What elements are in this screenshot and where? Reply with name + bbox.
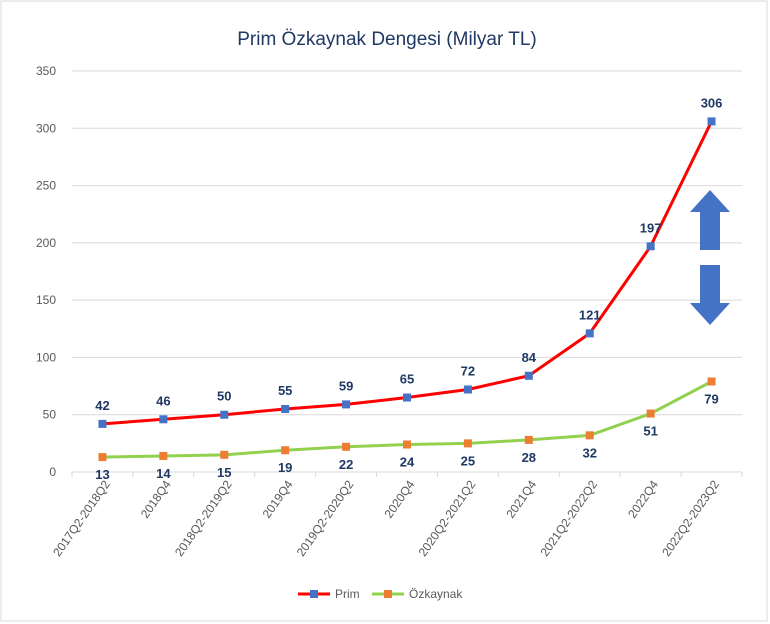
- data-point-prim: [159, 415, 168, 424]
- data-point-ozkaynak: [707, 377, 716, 386]
- legend-ozkaynak-marker: [384, 590, 392, 598]
- data-label-ozkaynak: 79: [704, 391, 718, 406]
- data-label-prim: 84: [522, 350, 537, 365]
- y-tick-label: 250: [36, 179, 56, 193]
- data-point-ozkaynak: [220, 450, 229, 459]
- data-label-ozkaynak: 24: [400, 455, 415, 470]
- legend-ozkaynak-label: Özkaynak: [409, 587, 463, 601]
- data-label-prim: 50: [217, 389, 231, 404]
- y-tick-label: 50: [43, 408, 57, 422]
- data-point-ozkaynak: [342, 442, 351, 451]
- data-point-prim: [342, 400, 351, 409]
- data-label-ozkaynak: 15: [217, 465, 231, 480]
- data-label-prim: 197: [640, 220, 662, 235]
- data-label-ozkaynak: 28: [522, 450, 536, 465]
- data-point-prim: [281, 404, 290, 413]
- data-point-ozkaynak: [403, 440, 411, 449]
- data-point-prim: [98, 419, 107, 428]
- data-point-ozkaynak: [281, 446, 290, 455]
- data-label-prim: 72: [461, 364, 475, 379]
- data-label-ozkaynak: 25: [461, 453, 475, 468]
- data-point-prim: [707, 117, 716, 126]
- data-label-prim: 306: [701, 95, 723, 110]
- arrow-down-icon: [690, 265, 730, 325]
- y-tick-label: 300: [36, 121, 56, 135]
- data-point-prim: [585, 329, 594, 338]
- legend-prim-marker: [310, 590, 318, 598]
- data-point-ozkaynak: [646, 409, 655, 418]
- data-point-ozkaynak: [463, 439, 472, 448]
- arrow-up-icon: [690, 190, 730, 250]
- data-point-prim: [403, 393, 411, 402]
- double-arrow-icon: [690, 190, 730, 325]
- y-tick-label: 350: [36, 64, 56, 78]
- data-point-prim: [220, 410, 229, 419]
- data-label-prim: 42: [95, 398, 109, 413]
- data-label-ozkaynak: 32: [582, 445, 596, 460]
- data-label-prim: 46: [156, 393, 170, 408]
- data-label-prim: 59: [339, 378, 353, 393]
- data-label-ozkaynak: 19: [278, 460, 292, 475]
- data-label-ozkaynak: 51: [643, 424, 657, 439]
- data-point-ozkaynak: [98, 453, 107, 462]
- data-label-prim: 55: [278, 383, 292, 398]
- data-label-ozkaynak: 14: [156, 466, 171, 481]
- y-tick-label: 100: [36, 350, 56, 364]
- legend: Prim Özkaynak: [298, 587, 463, 601]
- data-point-ozkaynak: [524, 435, 533, 444]
- data-point-ozkaynak: [159, 451, 168, 460]
- y-tick-label: 150: [36, 293, 56, 307]
- chart-title: Prim Özkaynak Dengesi (Milyar TL): [237, 29, 537, 50]
- y-tick-label: 200: [36, 236, 56, 250]
- data-point-prim: [524, 371, 533, 380]
- data-label-ozkaynak: 22: [339, 457, 353, 472]
- y-tick-label: 0: [49, 465, 56, 479]
- data-label-ozkaynak: 13: [95, 467, 109, 482]
- data-point-prim: [463, 385, 472, 394]
- data-point-prim: [646, 242, 655, 251]
- legend-prim-label: Prim: [335, 587, 360, 601]
- data-label-prim: 121: [579, 307, 601, 322]
- data-point-ozkaynak: [585, 431, 594, 440]
- data-label-prim: 65: [400, 372, 414, 387]
